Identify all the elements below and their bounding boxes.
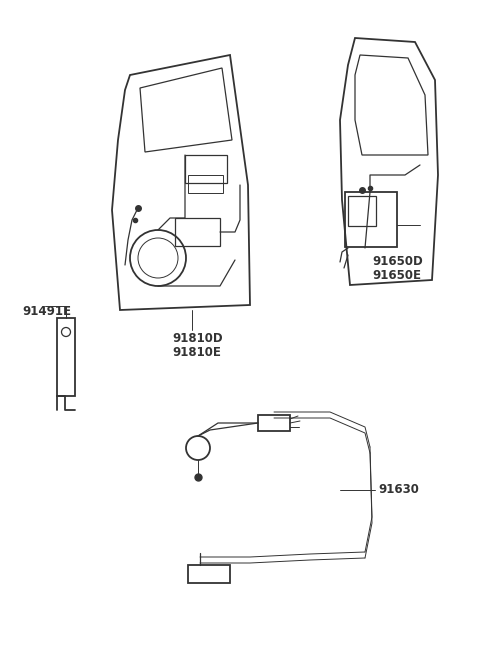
Bar	[258, 415, 290, 431]
Bar	[175, 218, 220, 246]
Bar	[188, 565, 230, 583]
Text: 91630: 91630	[378, 483, 419, 496]
Text: 91810E: 91810E	[172, 346, 221, 359]
Bar	[348, 196, 376, 226]
Text: 91650D: 91650D	[372, 255, 423, 268]
Text: 91810D: 91810D	[172, 332, 223, 345]
Bar	[345, 192, 397, 247]
Text: 91491E: 91491E	[22, 305, 71, 318]
Bar	[188, 175, 223, 193]
Bar	[185, 155, 227, 183]
Text: 91650E: 91650E	[372, 269, 421, 282]
Bar	[57, 318, 75, 396]
